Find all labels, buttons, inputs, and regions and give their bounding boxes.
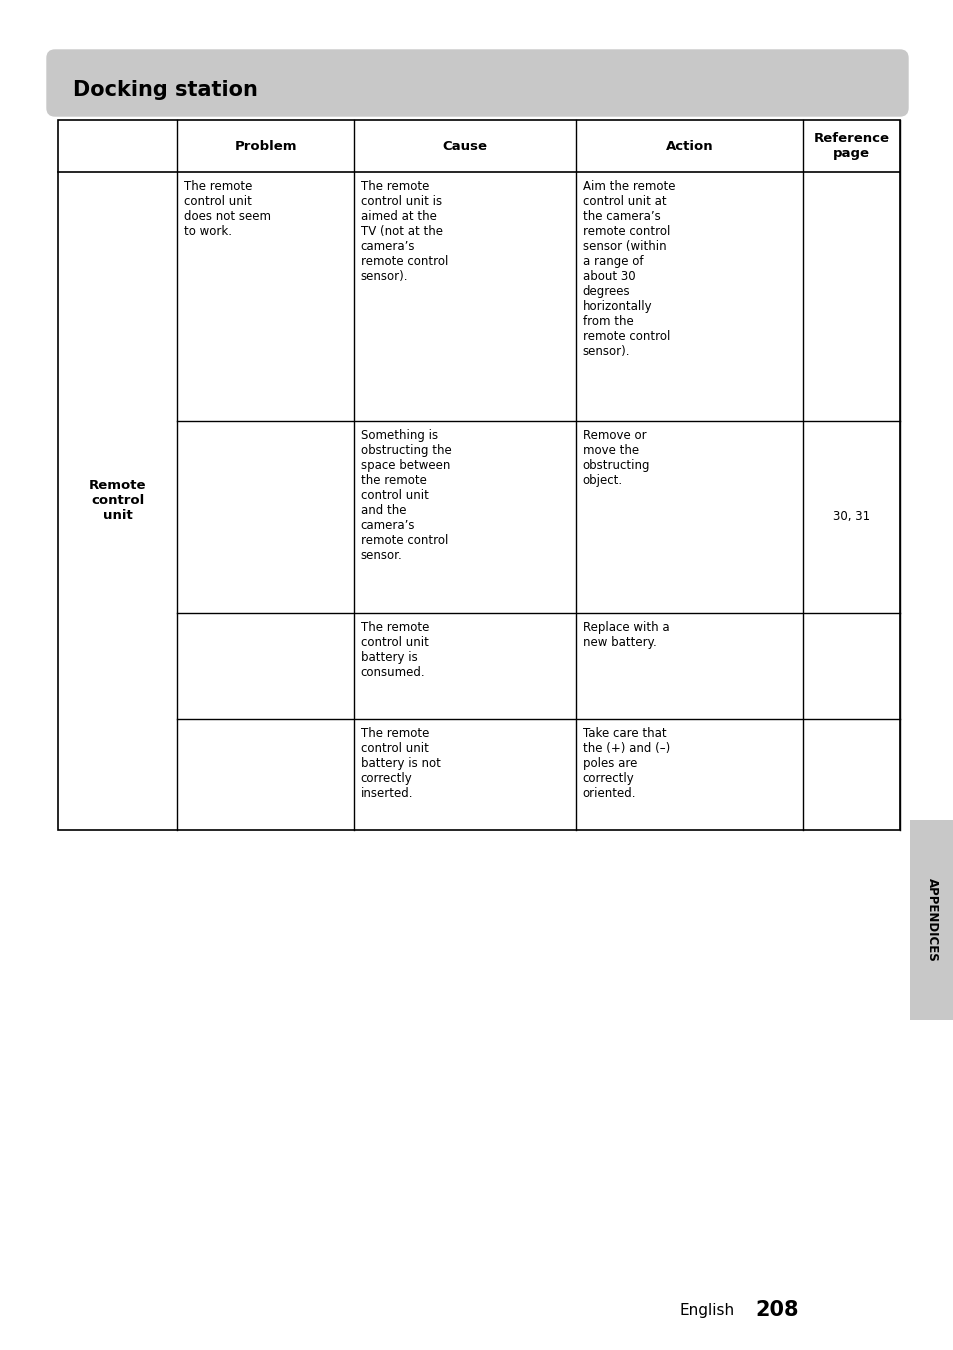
Text: 208: 208 [754, 1300, 798, 1320]
Text: Reference
page: Reference page [813, 132, 889, 161]
Text: Action: Action [665, 139, 713, 153]
Text: Docking station: Docking station [73, 80, 257, 100]
Text: The remote
control unit
does not seem
to work.: The remote control unit does not seem to… [184, 180, 272, 238]
Bar [58, 120, 899, 830]
Bar [909, 819, 953, 1021]
Text: The remote
control unit
battery is
consumed.: The remote control unit battery is consu… [360, 621, 429, 679]
Text: Take care that
the (+) and (–)
poles are
correctly
oriented.: Take care that the (+) and (–) poles are… [582, 728, 669, 801]
Text: Remote
control
unit: Remote control unit [89, 479, 147, 522]
FancyBboxPatch shape [47, 50, 907, 116]
Text: The remote
control unit
battery is not
correctly
inserted.: The remote control unit battery is not c… [360, 728, 440, 801]
Text: APPENDICES: APPENDICES [924, 878, 938, 961]
Text: Remove or
move the
obstructing
object.: Remove or move the obstructing object. [582, 429, 650, 487]
Text: The remote
control unit is
aimed at the
TV (not at the
camera’s
remote control
s: The remote control unit is aimed at the … [360, 180, 448, 284]
Text: 30, 31: 30, 31 [832, 510, 869, 524]
Text: Replace with a
new battery.: Replace with a new battery. [582, 621, 669, 649]
Text: Aim the remote
control unit at
the camera’s
remote control
sensor (within
a rang: Aim the remote control unit at the camer… [582, 180, 675, 358]
Text: Something is
obstructing the
space between
the remote
control unit
and the
camer: Something is obstructing the space betwe… [360, 429, 451, 562]
Text: Cause: Cause [442, 139, 487, 153]
Text: Problem: Problem [234, 139, 296, 153]
Text: English: English [679, 1303, 735, 1318]
